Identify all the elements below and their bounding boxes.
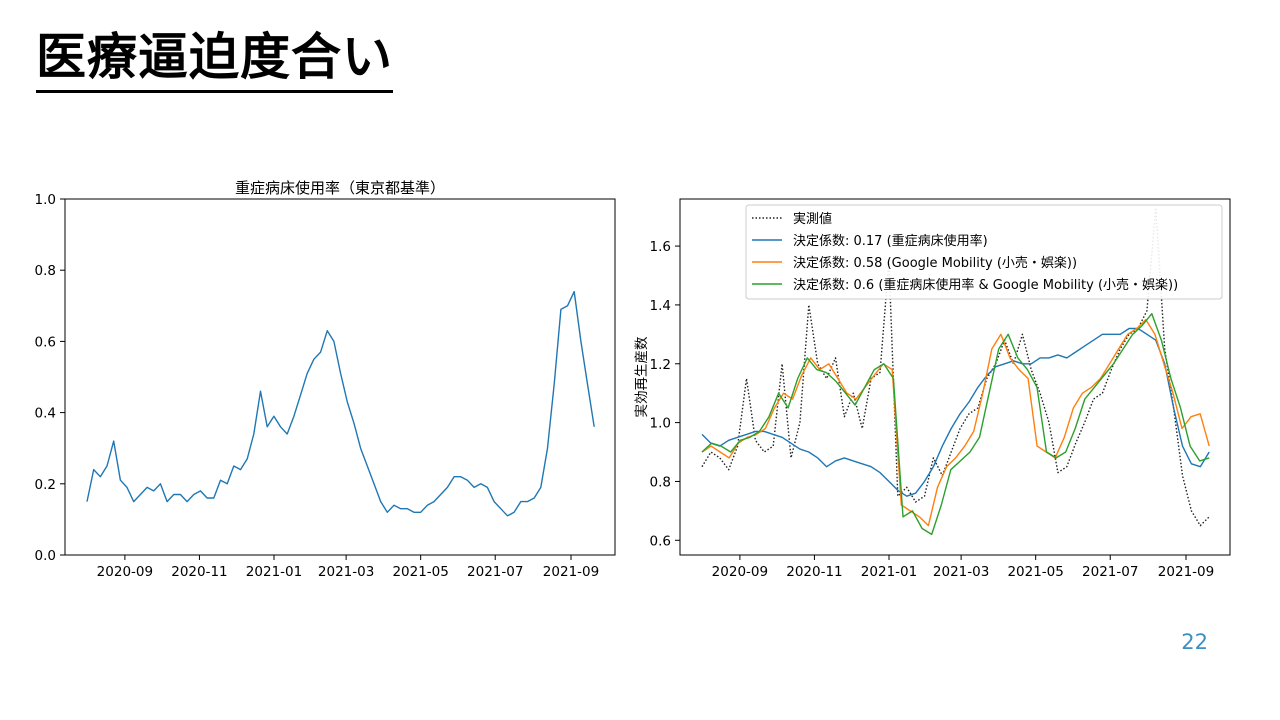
x-tick-label: 2021-07	[467, 564, 523, 580]
chart1-x-axis: 2020-09 2020-11 2021-01 2021-03 2021-05 2021-…	[97, 555, 599, 580]
chart-effective-reproduction: 2020-09 2020-11 2021-01 2021-03 2021-05 2021-…	[634, 198, 1231, 580]
y-tick-label: 0.0	[35, 548, 56, 564]
series-line-2	[701, 327, 1210, 497]
slide-title: 医療逼迫度合い	[36, 26, 393, 93]
y-tick-label: 1.2	[650, 357, 671, 373]
page-number: 22	[1181, 630, 1208, 654]
y-tick-label: 1.4	[650, 298, 671, 314]
chart1-series-group	[86, 290, 595, 517]
x-tick-label: 2021-01	[246, 564, 302, 580]
chart2-series-group	[701, 207, 1210, 536]
series-line-1	[701, 207, 1210, 527]
y-tick-label: 0.8	[35, 263, 56, 279]
chart2-y-axis-label: 実効再生産数	[634, 336, 650, 417]
chart1-title: 重症病床使用率（東京都基準）	[235, 179, 445, 197]
x-tick-label: 2021-03	[933, 564, 989, 580]
x-tick-label: 2020-09	[97, 564, 153, 580]
chart2-x-axis: 2020-09 2020-11 2021-01 2021-03 2021-05 2021-…	[712, 555, 1214, 580]
y-tick-label: 1.6	[650, 239, 671, 255]
legend-label: 実測値	[793, 211, 832, 227]
x-tick-label: 2020-11	[786, 564, 842, 580]
series-line-4	[701, 313, 1210, 536]
x-tick-label: 2021-07	[1082, 564, 1138, 580]
chart-severe-bed-usage: 重症病床使用率（東京都基準） 2020-09 2020-11 2021-01 2021…	[35, 179, 616, 580]
x-tick-label: 2021-03	[318, 564, 374, 580]
chart2-y-axis: 0.6 0.8 1.0 1.2 1.4 1.6	[650, 239, 680, 549]
y-tick-label: 0.2	[35, 477, 56, 493]
y-tick-label: 0.4	[35, 406, 56, 422]
series-line-3	[701, 318, 1210, 527]
x-tick-label: 2020-11	[171, 564, 227, 580]
y-tick-label: 0.6	[650, 533, 671, 549]
y-tick-label: 0.8	[650, 474, 671, 490]
chart2-plot-frame	[679, 198, 1231, 556]
chart1-y-axis: 0.0 0.2 0.4 0.6 0.8 1.0	[35, 192, 65, 564]
legend-label: 決定係数: 0.17 (重症病床使用率)	[793, 233, 988, 249]
x-tick-label: 2021-09	[543, 564, 599, 580]
y-tick-label: 0.6	[35, 334, 56, 350]
x-tick-label: 2021-05	[392, 564, 448, 580]
x-tick-label: 2021-01	[861, 564, 917, 580]
x-tick-label: 2021-05	[1007, 564, 1063, 580]
y-tick-label: 1.0	[35, 192, 56, 208]
series-line-1	[86, 290, 595, 517]
x-tick-label: 2020-09	[712, 564, 768, 580]
legend-box	[745, 204, 1223, 300]
chart1-plot-frame	[64, 198, 616, 556]
legend-label: 決定係数: 0.6 (重症病床使用率 & Google Mobility (小売…	[793, 277, 1178, 293]
legend-label: 決定係数: 0.58 (Google Mobility (小売・娯楽))	[793, 255, 1077, 271]
x-tick-label: 2021-09	[1158, 564, 1214, 580]
y-tick-label: 1.0	[650, 416, 671, 432]
